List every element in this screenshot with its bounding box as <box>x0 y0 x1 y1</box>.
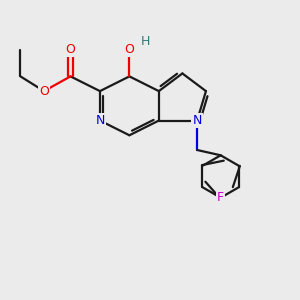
Text: O: O <box>124 44 134 56</box>
Text: H: H <box>141 34 150 48</box>
Text: F: F <box>217 191 224 204</box>
Text: O: O <box>66 44 75 56</box>
Text: N: N <box>192 114 202 127</box>
Text: N: N <box>95 114 105 127</box>
Text: O: O <box>39 85 49 98</box>
